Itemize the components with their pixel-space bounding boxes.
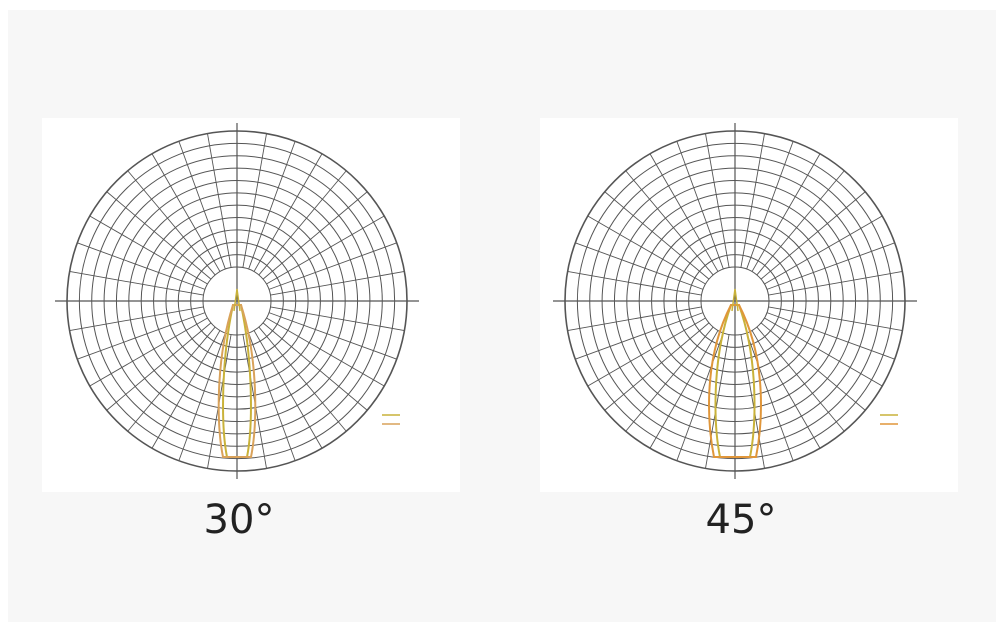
beam-center-spike xyxy=(233,288,241,312)
grid-spoke xyxy=(760,191,866,280)
grid-spoke xyxy=(567,306,702,331)
grid-spoke xyxy=(587,317,706,387)
grid-spoke xyxy=(268,312,397,360)
grid-spoke xyxy=(69,271,204,296)
grid-spoke xyxy=(764,317,883,387)
polar-plot-45 xyxy=(553,123,917,479)
grid-spoke xyxy=(151,330,221,449)
beam-center-spike xyxy=(731,288,739,312)
grid-spoke xyxy=(766,312,895,360)
grid-spoke xyxy=(705,133,730,268)
polar-grid xyxy=(553,123,917,479)
grid-spoke xyxy=(266,317,385,387)
grid-spoke xyxy=(740,133,765,268)
grid-spoke xyxy=(262,322,368,411)
grid-spoke xyxy=(270,271,405,296)
polar-grid xyxy=(55,123,419,479)
beam-curve-series-1 xyxy=(708,304,762,458)
grid-spoke xyxy=(248,332,296,461)
grid-spoke xyxy=(567,271,702,296)
caption-30: 30° xyxy=(203,497,275,543)
grid-spoke xyxy=(178,332,226,461)
grid-spoke xyxy=(69,306,204,331)
grid-spoke xyxy=(751,153,821,272)
grid-spoke xyxy=(740,334,765,469)
grid-spoke xyxy=(768,271,903,296)
grid-spoke xyxy=(705,334,730,469)
polar-chart-45 xyxy=(540,118,958,492)
grid-spoke xyxy=(262,191,368,280)
grid-spoke xyxy=(756,170,845,276)
grid-spoke xyxy=(751,330,821,449)
grid-spoke xyxy=(649,330,719,449)
grid-spoke xyxy=(604,191,710,280)
grid-spoke xyxy=(766,242,895,290)
grid-spoke xyxy=(248,141,296,270)
grid-spoke xyxy=(253,330,323,449)
grid-spoke xyxy=(268,242,397,290)
grid-spoke xyxy=(151,153,221,272)
grid-spoke xyxy=(768,306,903,331)
grid-spoke xyxy=(127,326,216,432)
caption-45: 45° xyxy=(705,497,777,543)
grid-spoke xyxy=(746,141,794,270)
grid-spoke xyxy=(127,170,216,276)
grid-spoke xyxy=(575,242,704,290)
polar-plot-30 xyxy=(55,123,419,479)
polar-chart-30 xyxy=(42,118,460,492)
grid-spoke xyxy=(625,326,714,432)
grid-spoke xyxy=(266,215,385,285)
grid-spoke xyxy=(676,141,724,270)
grid-spoke xyxy=(258,170,347,276)
grid-spoke xyxy=(764,215,883,285)
grid-spoke xyxy=(587,215,706,285)
grid-spoke xyxy=(77,312,206,360)
grid-spoke xyxy=(649,153,719,272)
grid-spoke xyxy=(575,312,704,360)
grid-spoke xyxy=(604,322,710,411)
grid-spoke xyxy=(258,326,347,432)
grid-spoke xyxy=(760,322,866,411)
grid-spoke xyxy=(178,141,226,270)
grid-spoke xyxy=(253,153,323,272)
grid-spoke xyxy=(756,326,845,432)
beam-curve-series-1 xyxy=(217,304,257,458)
grid-spoke xyxy=(625,170,714,276)
grid-spoke xyxy=(106,191,212,280)
grid-spoke xyxy=(89,317,208,387)
grid-spoke xyxy=(207,133,232,268)
grid-spoke xyxy=(89,215,208,285)
grid-spoke xyxy=(746,332,794,461)
grid-spoke xyxy=(106,322,212,411)
grid-spoke xyxy=(270,306,405,331)
grid-spoke xyxy=(676,332,724,461)
grid-spoke xyxy=(242,133,267,268)
grid-spoke xyxy=(77,242,206,290)
